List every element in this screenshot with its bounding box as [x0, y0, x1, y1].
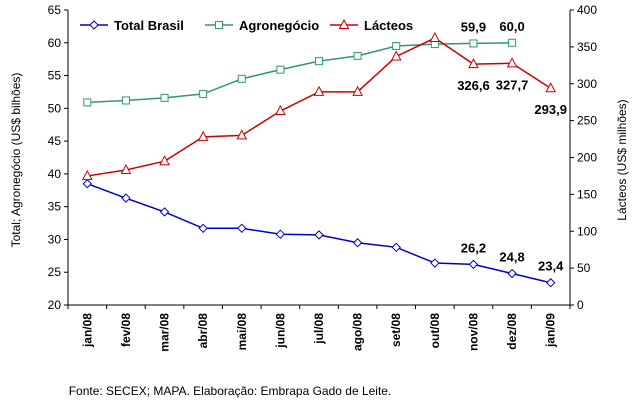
data-label: 26,2 [461, 240, 486, 255]
x-tick-label: fev/08 [119, 313, 133, 347]
x-tick-label: abr/08 [196, 313, 210, 349]
point [390, 50, 402, 61]
point [314, 230, 324, 240]
point [468, 58, 479, 69]
y-tick-label: 20 [48, 298, 62, 312]
y-tick-label: 35 [48, 200, 62, 214]
y2-tick-label: 50 [577, 261, 591, 275]
point [121, 193, 131, 203]
y2-tick-label: 150 [577, 187, 597, 201]
y-tick-label: 55 [48, 69, 62, 83]
point [545, 82, 557, 93]
y2-axis-label: Lácteos (US$ milhões) [615, 99, 629, 220]
point [352, 238, 363, 248]
x-tick-label: nov/08 [466, 313, 480, 351]
x-tick-label: mar/08 [158, 313, 172, 352]
y2-tick-label: 250 [577, 114, 597, 128]
legend-marker [215, 21, 223, 29]
y-tick-label: 65 [48, 3, 62, 17]
point [275, 104, 286, 116]
data-label: 59,9 [461, 19, 486, 34]
point [236, 129, 248, 140]
point [159, 207, 170, 217]
y2-tick-label: 100 [577, 224, 597, 238]
legend-marker [338, 18, 350, 29]
data-label: 326,6 [457, 78, 490, 93]
point [392, 42, 401, 51]
y-tick-label: 60 [48, 36, 62, 50]
source: Fonte: SECEX; MAPA. Elaboração: Embrapa … [69, 384, 392, 398]
x-tick-label: ago/08 [351, 313, 365, 351]
data-label: 60,0 [499, 19, 524, 34]
point [83, 98, 92, 107]
legend-label: Agronegócio [239, 18, 319, 33]
x-tick-label: mai/08 [235, 313, 249, 351]
point [237, 74, 246, 83]
point [275, 229, 286, 239]
series-line [87, 42, 513, 104]
y2-tick-label: 200 [577, 151, 597, 165]
point [468, 259, 479, 270]
y2-tick-label: 300 [577, 77, 597, 91]
y-tick-label: 30 [48, 232, 62, 246]
point [198, 223, 208, 234]
point [82, 179, 93, 189]
legend-label: Total Brasil [114, 18, 184, 33]
point [159, 155, 170, 166]
point [197, 130, 209, 141]
data-label: 293,9 [534, 102, 567, 117]
y-tick-label: 50 [48, 101, 62, 115]
legend-label: Lácteos [364, 18, 413, 33]
data-label: 24,8 [499, 250, 524, 265]
point [199, 89, 208, 98]
point [506, 57, 518, 68]
point [237, 223, 247, 234]
y-tick-label: 25 [48, 265, 62, 279]
x-tick-label: jan/09 [544, 313, 558, 348]
point [121, 96, 130, 105]
point [352, 85, 363, 96]
x-tick-label: dez/08 [505, 313, 519, 350]
point [391, 242, 401, 253]
y-axis-label: Total; Agronegócio (US$ bilhões) [9, 73, 23, 248]
point [469, 39, 478, 48]
point [429, 31, 441, 43]
y-tick-label: 40 [48, 167, 62, 181]
legend-marker [89, 20, 99, 30]
data-label: 327,7 [496, 77, 529, 92]
y-tick-label: 45 [48, 134, 62, 148]
x-tick-label: jun/08 [273, 313, 287, 349]
point [160, 93, 169, 102]
point [120, 163, 132, 175]
point [276, 65, 285, 74]
x-tick-label: out/08 [428, 313, 442, 349]
point [508, 38, 517, 47]
point [430, 258, 440, 268]
point [81, 169, 93, 180]
y2-tick-label: 0 [577, 298, 584, 312]
y2-tick-label: 400 [577, 3, 597, 17]
data-label: 23,4 [538, 259, 564, 274]
x-tick-label: jan/08 [80, 313, 94, 348]
x-tick-label: set/08 [389, 313, 403, 347]
point [507, 268, 517, 279]
point [313, 85, 325, 96]
point [353, 51, 362, 60]
point [315, 57, 323, 66]
point [545, 278, 556, 288]
y2-tick-label: 350 [577, 40, 597, 54]
x-tick-label: jul/08 [312, 313, 326, 345]
